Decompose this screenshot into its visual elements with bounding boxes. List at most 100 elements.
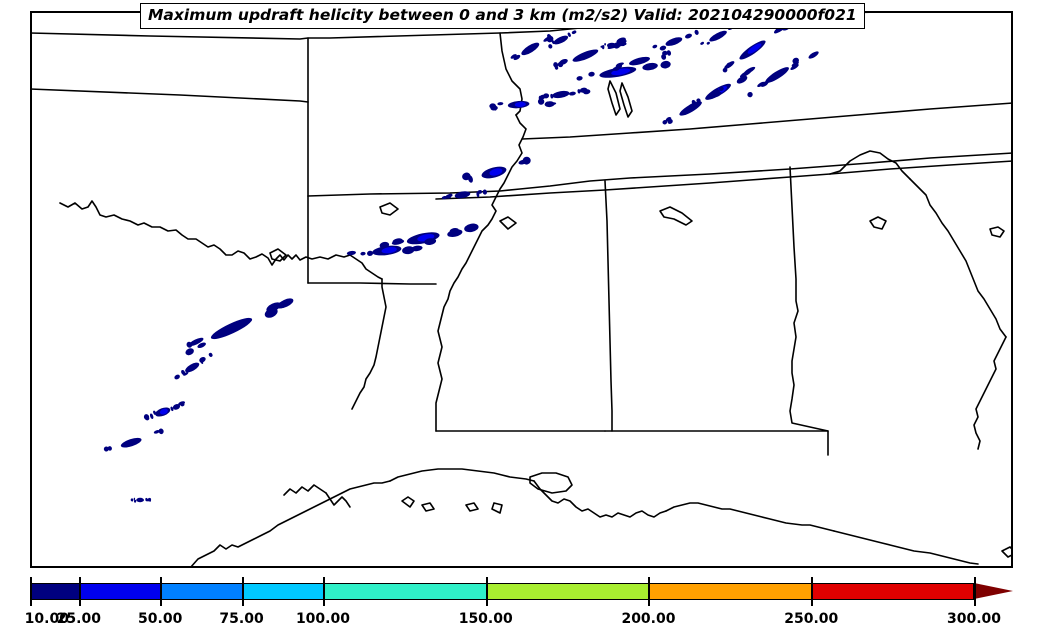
uh-swath-fragment <box>714 92 722 98</box>
uh-swath-fragment <box>724 61 735 69</box>
uh-swath-fragment <box>792 57 799 64</box>
uh-swath <box>103 428 164 452</box>
uh-swath-fragment <box>577 89 581 94</box>
uh-swath-core <box>120 437 142 448</box>
uh-swath-core <box>665 37 683 46</box>
uh-swath-fragment <box>199 356 206 363</box>
uh-swath-fragment <box>568 91 576 96</box>
uh-swath-fragment <box>186 341 193 348</box>
colorbar-tick-label: 50.00 <box>138 611 183 627</box>
colorbar-tick <box>241 577 244 606</box>
uh-swath-fragment <box>185 348 194 356</box>
uh-swath-fragment <box>604 43 606 46</box>
uh-swath-fragment <box>612 66 620 71</box>
lake-inland-6 <box>499 216 517 230</box>
uh-swath-fragment <box>402 246 415 255</box>
coastline-texas-bays <box>283 484 327 496</box>
border-arkansas-louisiana <box>307 282 437 285</box>
uh-swath-core <box>607 42 617 49</box>
uh-swath-inner-core <box>514 101 526 107</box>
uh-swath-fragment <box>153 410 156 415</box>
uh-swath-core <box>553 35 569 45</box>
uh-swath-fragment <box>172 404 181 410</box>
lake-inland-4 <box>659 206 693 226</box>
uh-swath-core <box>552 90 570 99</box>
uh-swath-core <box>765 67 789 84</box>
uh-swath-fragment <box>571 30 577 35</box>
uh-swath-core <box>521 42 540 56</box>
colorbar-tick-label: 200.00 <box>621 611 676 627</box>
map-panel[interactable] <box>30 11 1013 568</box>
colorbar-tick <box>30 577 32 606</box>
coastline-texas-gulf <box>189 480 391 568</box>
uh-swath-fragment <box>497 102 504 106</box>
uh-swath-fragment <box>188 337 204 347</box>
lake-pontchartrain <box>529 472 573 494</box>
border-alabama-florida <box>604 430 829 456</box>
border-kansas-oklahoma <box>30 88 309 103</box>
colorbar-segment <box>31 584 80 599</box>
uh-swath <box>174 352 213 380</box>
colorbar-wrap[interactable]: 10.00 25.00 50.00 75.00 100.00 150.00 200.00 25… <box>25 577 1013 627</box>
colorbar-tick <box>648 577 651 606</box>
uh-swath-fragment <box>706 41 710 45</box>
uh-swath-core <box>629 56 650 66</box>
colorbar-tick <box>485 577 488 606</box>
uh-swath-inner-core <box>747 43 762 54</box>
uh-swath-fragment <box>808 51 819 59</box>
island-marsh-2 <box>421 502 435 512</box>
uh-swath-fragment <box>264 307 278 318</box>
border-alabama-georgia <box>789 166 829 432</box>
bay-galveston <box>325 492 351 508</box>
uh-swath-fragment <box>747 91 753 98</box>
lake-texoma <box>269 248 287 262</box>
uh-swath-inner-core <box>381 247 397 254</box>
uh-swath-fragment <box>145 416 150 421</box>
uh-swath-fragment <box>743 66 756 75</box>
uh-swath <box>612 50 672 71</box>
colorbar-tick-label: 10.00 <box>24 611 69 627</box>
uh-swath-fragment <box>666 50 672 56</box>
uh-swath-core <box>136 497 144 503</box>
uh-swath-fragment <box>149 413 154 419</box>
uh-swath-core <box>709 30 727 42</box>
uh-swath-core <box>572 49 599 62</box>
map-canvas[interactable] <box>30 11 1013 568</box>
lake-inland-5 <box>379 202 399 216</box>
uh-swath <box>662 86 724 125</box>
uh-swath <box>510 34 554 61</box>
uh-swath-fragment <box>174 374 180 380</box>
colorbar-segment <box>810 584 973 599</box>
colorbar-segment <box>485 584 649 599</box>
uh-swath-core <box>185 362 200 373</box>
border-texas-louisiana <box>351 278 387 410</box>
uh-swath <box>747 51 819 98</box>
uh-swath-fragment <box>132 499 134 502</box>
uh-swath-fragment <box>642 62 658 71</box>
island-marsh-4 <box>491 502 503 514</box>
colorbar-over-arrow <box>974 583 1013 599</box>
updraft-helicity-data-layer <box>103 21 819 503</box>
uh-swath-fragment <box>346 250 356 256</box>
colorbar-gradient[interactable] <box>30 583 974 600</box>
uh-swath-fragment <box>616 62 624 66</box>
uh-swath-fragment <box>652 44 658 49</box>
coastline-mississippi-alabama-gulf <box>665 502 835 532</box>
uh-swath-fragment <box>482 189 487 195</box>
uh-swath-fragment <box>722 67 728 73</box>
uh-swath-fragment <box>757 81 765 88</box>
colorbar[interactable]: 10.00 25.00 50.00 75.00 100.00 150.00 200.00 25… <box>0 575 1037 633</box>
lake-inland-3 <box>1001 546 1013 558</box>
uh-swath-fragment <box>448 193 453 197</box>
uh-swath-core <box>454 191 471 199</box>
uh-swath-fragment <box>392 238 403 244</box>
uh-swath-fragment <box>464 223 479 233</box>
uh-swath-fragment <box>576 76 583 81</box>
uh-swath-fragment <box>700 41 705 45</box>
colorbar-tick-label: 300.00 <box>946 611 1002 627</box>
colorbar-tick-label: 75.00 <box>219 611 264 627</box>
uh-swath-fragment <box>544 101 552 107</box>
uh-swath <box>346 238 437 256</box>
uh-swath <box>576 60 671 81</box>
